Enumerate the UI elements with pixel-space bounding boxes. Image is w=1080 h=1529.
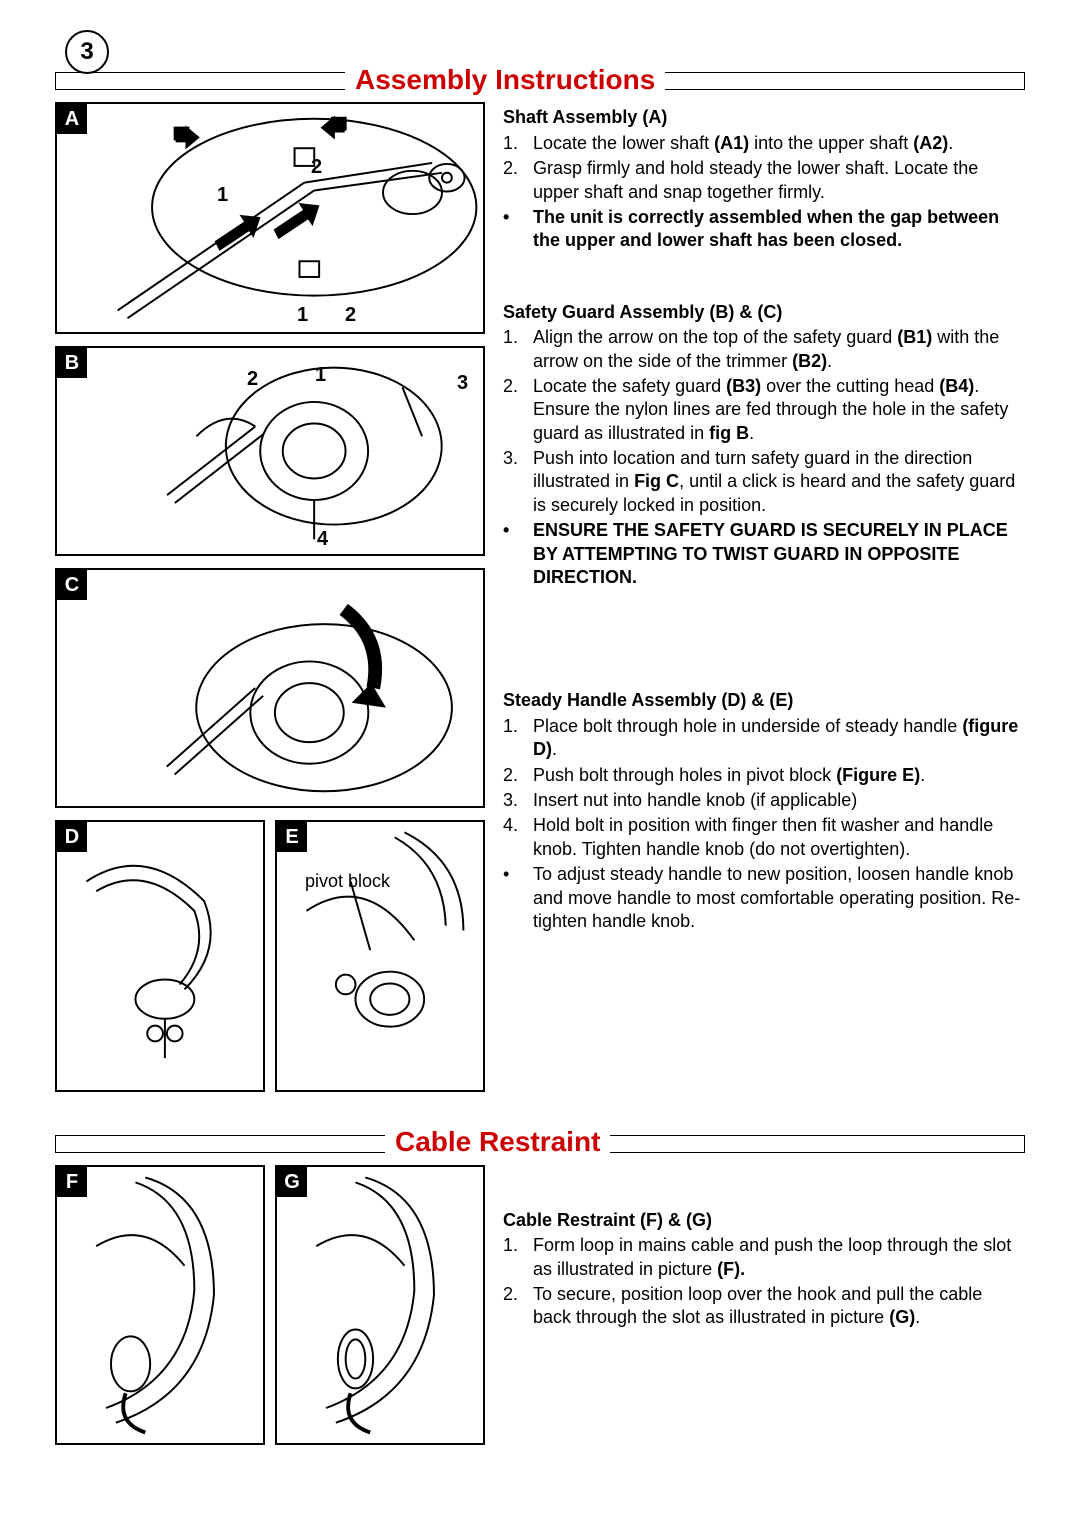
title-rule-mid (115, 72, 345, 90)
title2-rule-mid (115, 1135, 385, 1153)
cable-figure-column: F G (55, 1165, 485, 1445)
section-2-title: Cable Restraint (385, 1124, 610, 1160)
shaft-bullets: •The unit is correctly assembled when th… (503, 206, 1025, 253)
list-item: 1.Align the arrow on the top of the safe… (503, 326, 1025, 373)
figure-d-label: D (57, 822, 87, 852)
cable-heading: Cable Restraint (F) & (G) (503, 1209, 1025, 1232)
page-number-badge: 3 (65, 30, 109, 74)
fig-a-num-1-bot: 1 (297, 302, 308, 328)
guard-heading: Safety Guard Assembly (B) & (C) (503, 301, 1025, 324)
figure-a-label: A (57, 104, 87, 134)
fig-b-num-1: 1 (315, 362, 326, 388)
figure-c: C (55, 568, 485, 808)
list-item: 2.Push bolt through holes in pivot block… (503, 764, 1025, 787)
fig-b-num-4: 4 (317, 526, 328, 552)
figure-a-drawing (57, 104, 483, 332)
list-item: 1.Locate the lower shaft (A1) into the u… (503, 132, 1025, 155)
handle-steps: 1.Place bolt through hole in underside o… (503, 715, 1025, 861)
figure-a: A (55, 102, 485, 334)
figure-d-drawing (57, 822, 263, 1090)
list-item: 2.Locate the safety guard (B3) over the … (503, 375, 1025, 445)
section-1-title-row: Assembly Instructions (55, 54, 1025, 90)
figure-e-drawing (277, 822, 483, 1090)
list-item: •To adjust steady handle to new position… (503, 863, 1025, 933)
figure-c-label: C (57, 570, 87, 600)
title-rule-right (665, 72, 1025, 90)
assembly-row: A (55, 102, 1025, 1092)
figure-e: E pivot block (275, 820, 485, 1092)
fig-a-num-2-bot: 2 (345, 302, 356, 328)
figure-g-drawing (277, 1167, 483, 1443)
handle-bullets: •To adjust steady handle to new position… (503, 863, 1025, 933)
figure-column: A (55, 102, 485, 1092)
list-item: 3.Push into location and turn safety gua… (503, 447, 1025, 517)
fig-a-num-1-mid: 1 (217, 182, 228, 208)
fig-b-num-2: 2 (247, 366, 258, 392)
list-item: 1.Place bolt through hole in underside o… (503, 715, 1025, 762)
figure-fg-row: F G (55, 1165, 485, 1445)
figure-b-drawing (57, 348, 483, 554)
handle-heading: Steady Handle Assembly (D) & (E) (503, 689, 1025, 712)
list-item: 2.To secure, position loop over the hook… (503, 1283, 1025, 1330)
figure-c-drawing (57, 570, 483, 806)
assembly-text-column: Shaft Assembly (A) 1.Locate the lower sh… (503, 102, 1025, 1092)
figure-f-label: F (57, 1167, 87, 1197)
figure-f-drawing (57, 1167, 263, 1443)
fig-e-caption: pivot block (305, 870, 390, 893)
title2-rule-left (55, 1135, 115, 1153)
figure-g: G (275, 1165, 485, 1445)
list-item: 2.Grasp firmly and hold steady the lower… (503, 157, 1025, 204)
shaft-block: Shaft Assembly (A) 1.Locate the lower sh… (503, 106, 1025, 252)
cable-row: F G (55, 1165, 1025, 1445)
title-rule-left (55, 72, 115, 90)
guard-steps: 1.Align the arrow on the top of the safe… (503, 326, 1025, 517)
cable-steps: 1.Form loop in mains cable and push the … (503, 1234, 1025, 1330)
list-item: 4.Hold bolt in position with finger then… (503, 814, 1025, 861)
list-item: 1.Form loop in mains cable and push the … (503, 1234, 1025, 1281)
guard-block: Safety Guard Assembly (B) & (C) 1.Align … (503, 301, 1025, 590)
figure-e-label: E (277, 822, 307, 852)
guard-bullets: •ENSURE THE SAFETY GUARD IS SECURELY IN … (503, 519, 1025, 589)
fig-b-num-3: 3 (457, 370, 468, 396)
figure-f: F (55, 1165, 265, 1445)
handle-block: Steady Handle Assembly (D) & (E) 1.Place… (503, 689, 1025, 933)
section-2-title-row: Cable Restraint (55, 1116, 1025, 1152)
figure-b-label: B (57, 348, 87, 378)
section-1-title: Assembly Instructions (345, 62, 665, 98)
figure-g-label: G (277, 1167, 307, 1197)
figure-de-row: D E (55, 820, 485, 1092)
title2-rule-right (610, 1135, 1025, 1153)
list-item: •ENSURE THE SAFETY GUARD IS SECURELY IN … (503, 519, 1025, 589)
list-item: •The unit is correctly assembled when th… (503, 206, 1025, 253)
list-item: 3.Insert nut into handle knob (if applic… (503, 789, 1025, 812)
figure-d: D (55, 820, 265, 1092)
cable-text-column: Cable Restraint (F) & (G) 1.Form loop in… (503, 1165, 1025, 1445)
fig-a-num-2-top: 2 (311, 154, 322, 180)
shaft-steps: 1.Locate the lower shaft (A1) into the u… (503, 132, 1025, 204)
figure-b: B 2 1 3 4 (55, 346, 485, 556)
shaft-heading: Shaft Assembly (A) (503, 106, 1025, 129)
